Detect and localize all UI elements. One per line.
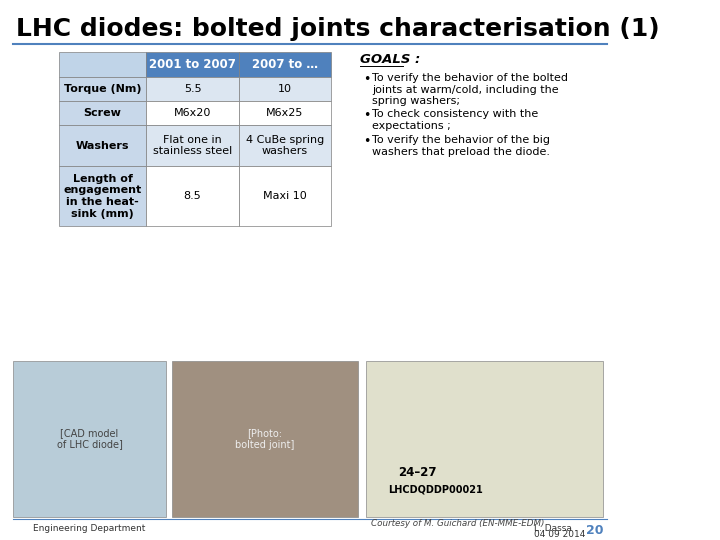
- Bar: [146, 101, 239, 125]
- Text: M6x25: M6x25: [266, 108, 303, 118]
- Text: Engineering Department: Engineering Department: [32, 524, 145, 533]
- Text: Screw: Screw: [84, 108, 122, 118]
- Text: To verify the behavior of the big
washers that preload the diode.: To verify the behavior of the big washer…: [372, 135, 550, 157]
- Text: LHC diodes: bolted joints characterisation (1): LHC diodes: bolted joints characterisati…: [16, 17, 659, 41]
- Text: To verify the behavior of the bolted
joints at warm/cold, including the
spring w: To verify the behavior of the bolted joi…: [372, 73, 568, 106]
- Bar: [58, 166, 146, 226]
- Text: •: •: [363, 110, 370, 123]
- Text: 10: 10: [278, 84, 292, 94]
- Bar: [146, 51, 239, 77]
- Bar: [13, 361, 166, 517]
- Text: •: •: [363, 135, 370, 148]
- Text: GOALS :: GOALS :: [360, 53, 420, 66]
- Text: 8.5: 8.5: [184, 191, 202, 201]
- Bar: [58, 101, 146, 125]
- Text: 2001 to 2007: 2001 to 2007: [149, 58, 236, 71]
- Text: [Photo:
bolted joint]: [Photo: bolted joint]: [235, 428, 294, 450]
- Text: 24–27: 24–27: [398, 466, 436, 479]
- Bar: [172, 361, 358, 517]
- Bar: [58, 51, 146, 77]
- Text: L. Dassa: L. Dassa: [534, 524, 572, 533]
- Text: Torque (Nm): Torque (Nm): [64, 84, 141, 94]
- Text: Flat one in
stainless steel: Flat one in stainless steel: [153, 135, 233, 157]
- Text: Washers: Washers: [76, 140, 130, 151]
- Text: 20: 20: [585, 524, 603, 537]
- Text: 04 09 2014: 04 09 2014: [534, 530, 585, 539]
- Text: Length of
engagement
in the heat-
sink (mm): Length of engagement in the heat- sink (…: [63, 174, 142, 219]
- Bar: [239, 51, 331, 77]
- Bar: [146, 125, 239, 166]
- Text: LHCDQDDP00021: LHCDQDDP00021: [388, 484, 482, 494]
- Text: •: •: [363, 73, 370, 86]
- Bar: [146, 166, 239, 226]
- Bar: [58, 125, 146, 166]
- Bar: [239, 166, 331, 226]
- Bar: [239, 125, 331, 166]
- Bar: [239, 101, 331, 125]
- Text: Courtesy of M. Guichard (EN-MME-EDM): Courtesy of M. Guichard (EN-MME-EDM): [371, 519, 544, 528]
- Bar: [58, 77, 146, 101]
- Text: 2007 to …: 2007 to …: [252, 58, 318, 71]
- Bar: [366, 361, 603, 517]
- Text: To check consistency with the
expectations ;: To check consistency with the expectatio…: [372, 110, 539, 131]
- Text: Maxi 10: Maxi 10: [263, 191, 307, 201]
- Text: [CAD model
of LHC diode]: [CAD model of LHC diode]: [57, 428, 122, 450]
- Bar: [239, 77, 331, 101]
- Text: 4 CuBe spring
washers: 4 CuBe spring washers: [246, 135, 324, 157]
- Bar: [146, 77, 239, 101]
- Text: 5.5: 5.5: [184, 84, 202, 94]
- Text: M6x20: M6x20: [174, 108, 211, 118]
